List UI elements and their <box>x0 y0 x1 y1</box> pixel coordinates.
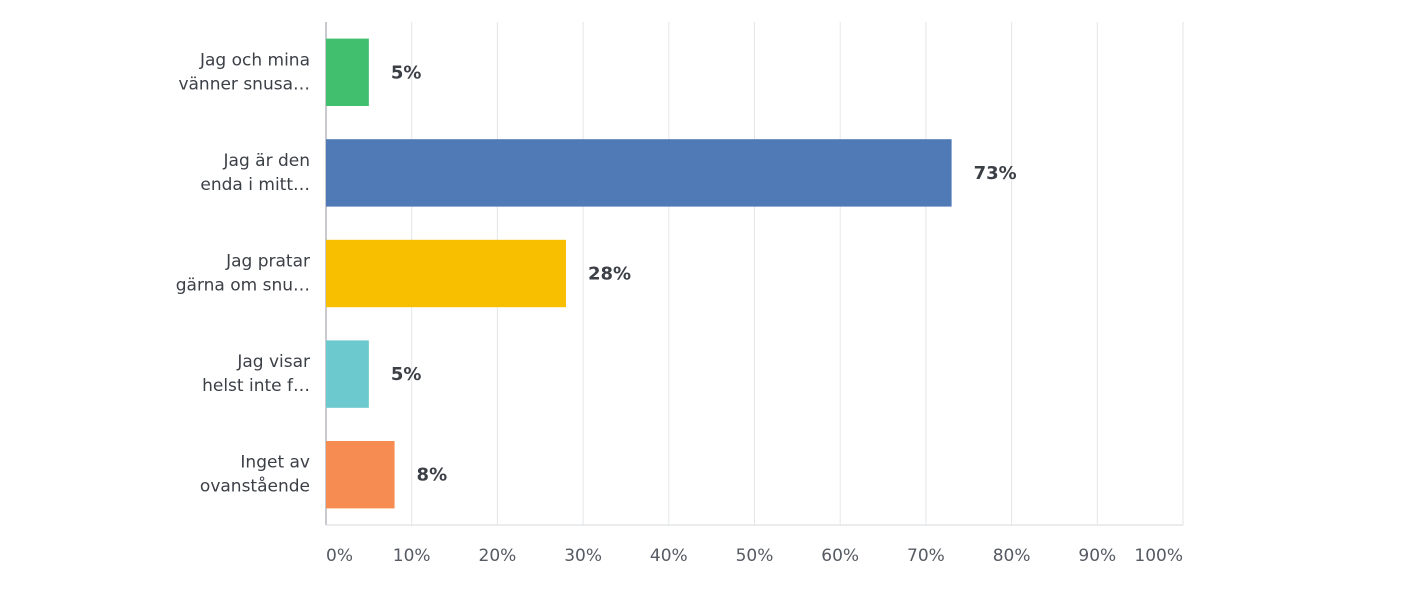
x-tick-label: 50% <box>736 546 774 566</box>
x-tick-label: 20% <box>479 546 517 566</box>
y-tick-label: helst inte f… <box>202 376 310 396</box>
value-label: 5% <box>391 62 422 83</box>
y-tick-label: Inget av <box>240 453 310 473</box>
x-tick-label: 0% <box>326 546 353 566</box>
bar <box>326 239 566 308</box>
x-tick-label: 70% <box>907 546 945 566</box>
y-tick-label: Jag är den <box>223 151 310 171</box>
x-tick-label: 90% <box>1078 546 1116 566</box>
x-tick-label: 80% <box>993 546 1031 566</box>
value-label: 5% <box>391 364 422 385</box>
x-tick-label: 40% <box>650 546 688 566</box>
bar <box>326 139 952 207</box>
y-tick-label: enda i mitt… <box>200 175 310 195</box>
x-tick-label: 60% <box>821 546 859 566</box>
x-tick-label: 30% <box>564 546 602 566</box>
y-tick-label: Jag och mina <box>199 50 310 70</box>
y-tick-label: Jag visar <box>236 352 310 372</box>
bar <box>326 38 369 107</box>
value-label: 8% <box>417 465 448 486</box>
value-label: 28% <box>588 264 631 285</box>
bar <box>326 440 395 509</box>
value-label: 73% <box>974 163 1017 184</box>
y-tick-label: gärna om snu… <box>176 276 310 296</box>
y-tick-label: vänner snusa… <box>178 74 310 94</box>
x-tick-label: 100% <box>1134 546 1183 566</box>
y-tick-label: Jag pratar <box>225 252 310 272</box>
y-tick-label: ovanstående <box>200 476 310 497</box>
bar <box>326 340 369 408</box>
x-tick-label: 10% <box>393 546 431 566</box>
